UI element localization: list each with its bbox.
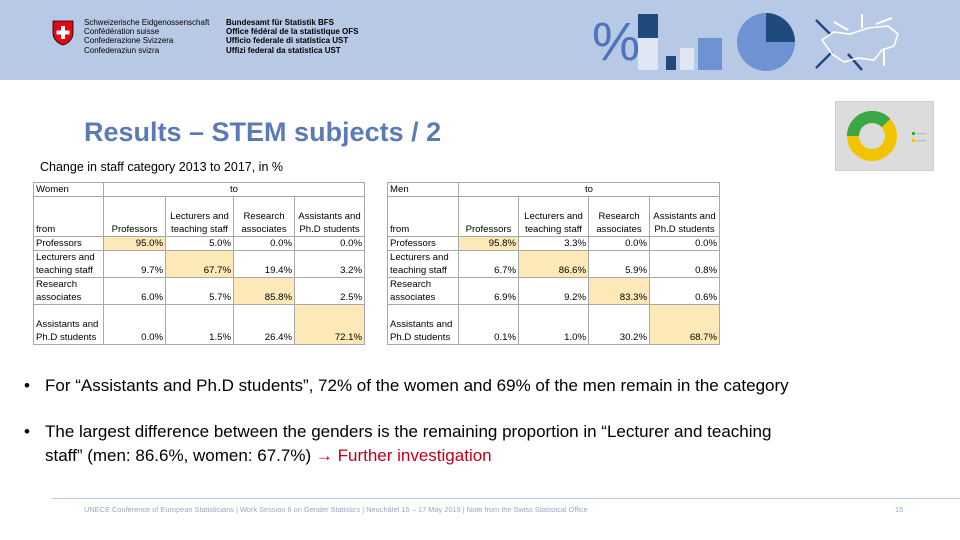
federation-names: Schweizerische Eidgenossenschaft Confédé… — [84, 18, 209, 55]
table-cell: 0.0% — [588, 236, 650, 251]
table-group-label: Men — [387, 182, 459, 197]
table-row: Professors 95.0% 5.0% 0.0% 0.0% — [33, 236, 366, 251]
column-header: Lecturers and teaching staff — [165, 196, 234, 237]
slide-title: Results – STEM subjects / 2 — [84, 117, 442, 147]
column-header: Lecturers and teaching staff — [518, 196, 589, 237]
women-transition-table: Women to from Professors Lecturers and t… — [33, 182, 366, 345]
bullet-text: For “Assistants and Ph.D students”, 72% … — [45, 376, 789, 395]
bullet-text-line: The largest difference between the gende… — [45, 422, 772, 441]
office-name-it: Ufficio federale di statistica UST — [226, 36, 349, 46]
table-cell: 67.7% — [165, 250, 234, 278]
table-cell: 0.0% — [103, 304, 166, 345]
swiss-crest-icon — [52, 20, 74, 46]
table-cell: 19.4% — [233, 250, 295, 278]
column-header: Assistants and Ph.D students — [293, 196, 366, 237]
table-cell: 5.7% — [165, 277, 234, 305]
bullet-text-part: staff” (men: 86.6%, women: 67.7%) — [45, 446, 312, 465]
row-label: Assistants and Ph.D students — [33, 304, 104, 345]
table-cell: 2.5% — [293, 277, 366, 305]
table-cell: 86.6% — [518, 250, 589, 278]
row-label: Research associates — [33, 277, 104, 305]
donut-chart-thumbnail — [835, 101, 934, 171]
row-label: Lecturers and teaching staff — [33, 250, 104, 278]
column-header: Research associates — [588, 196, 650, 237]
table-to-label: to — [457, 182, 721, 197]
table-cell: 95.0% — [103, 236, 166, 251]
table-row: Lecturers and teaching staff 6.7% 86.6% … — [387, 250, 721, 278]
table-from-label: from — [387, 196, 459, 237]
donut-chart-icon — [847, 111, 926, 161]
statistics-graphics-icon — [638, 13, 899, 71]
table-cell: 0.0% — [648, 236, 721, 251]
office-name-fr: Office fédéral de la statistique OFS — [226, 27, 359, 37]
bullet-point: • The largest difference between the gen… — [24, 420, 934, 468]
office-name-rm: Uffizi federal da statistica UST — [226, 45, 341, 55]
header-band: Schweizerische Eidgenossenschaft Confédé… — [0, 0, 960, 80]
row-label: Professors — [387, 236, 459, 251]
table-cell: 0.0% — [233, 236, 295, 251]
table-row: Lecturers and teaching staff 9.7% 67.7% … — [33, 250, 366, 278]
bullet-dot-icon: • — [24, 376, 30, 395]
office-names: Bundesamt für Statistik BFS Office fédér… — [226, 18, 358, 55]
table-row: Assistants and Ph.D students 0.1% 1.0% 3… — [387, 304, 721, 345]
table-cell: 72.1% — [293, 304, 366, 345]
table-cell: 0.8% — [648, 250, 721, 278]
slide-subtitle: Change in staff category 2013 to 2017, i… — [40, 160, 283, 174]
table-cell: 68.7% — [648, 304, 721, 345]
column-header: Professors — [458, 196, 519, 237]
table-cell: 6.9% — [458, 277, 519, 305]
table-row: Research associates 6.0% 5.7% 85.8% 2.5% — [33, 277, 366, 305]
table-row: Assistants and Ph.D students 0.0% 1.5% 2… — [33, 304, 366, 345]
further-investigation-label: Further investigation — [337, 446, 492, 465]
table-cell: 1.5% — [165, 304, 234, 345]
page-number: 15 — [895, 505, 904, 514]
row-label: Research associates — [387, 277, 459, 305]
bullet-text-line: staff” (men: 86.6%, women: 67.7%) → Furt… — [45, 444, 771, 468]
column-header: Assistants and Ph.D students — [648, 196, 721, 237]
bullet-text: The largest difference between the gende… — [45, 420, 771, 468]
table-cell: 26.4% — [233, 304, 295, 345]
table-cell: 5.9% — [588, 250, 650, 278]
table-cell: 3.3% — [518, 236, 589, 251]
column-header: Professors — [103, 196, 166, 237]
federation-name-it: Confederazione Svizzera — [84, 36, 174, 46]
table-cell: 0.1% — [458, 304, 519, 345]
table-group-label: Women — [33, 182, 104, 197]
column-header: Research associates — [233, 196, 295, 237]
row-label: Assistants and Ph.D students — [387, 304, 459, 345]
table-cell: 95.8% — [458, 236, 519, 251]
table-to-label: to — [102, 182, 366, 197]
table-cell: 9.7% — [103, 250, 166, 278]
table-cell: 5.0% — [165, 236, 234, 251]
arrow-right-icon: → — [315, 446, 333, 465]
table-cell: 6.0% — [103, 277, 166, 305]
percent-symbol: % — [592, 12, 641, 72]
federation-name-fr: Confédération suisse — [84, 27, 160, 37]
men-transition-table: Men to from Professors Lecturers and tea… — [387, 182, 721, 345]
footer-divider — [52, 498, 960, 499]
table-cell: 3.2% — [293, 250, 366, 278]
office-name-de: Bundesamt für Statistik BFS — [226, 18, 335, 27]
table-cell: 0.6% — [648, 277, 721, 305]
federation-name-rm: Confederaziun svizra — [84, 45, 160, 55]
table-cell: 83.3% — [588, 277, 650, 305]
footer-text: UNECE Conference of European Statisticia… — [84, 505, 588, 514]
table-row: Professors 95.8% 3.3% 0.0% 0.0% — [387, 236, 721, 251]
table-cell: 6.7% — [458, 250, 519, 278]
row-label: Lecturers and teaching staff — [387, 250, 459, 278]
table-cell: 1.0% — [518, 304, 589, 345]
table-from-label: from — [33, 196, 104, 237]
table-cell: 9.2% — [518, 277, 589, 305]
bullet-point: • For “Assistants and Ph.D students”, 72… — [24, 374, 934, 398]
table-cell: 30.2% — [588, 304, 650, 345]
table-cell: 85.8% — [233, 277, 295, 305]
bullet-dot-icon: • — [24, 422, 30, 441]
table-row: Research associates 6.9% 9.2% 83.3% 0.6% — [387, 277, 721, 305]
federation-name-de: Schweizerische Eidgenossenschaft — [84, 18, 210, 27]
row-label: Professors — [33, 236, 104, 251]
table-cell: 0.0% — [293, 236, 366, 251]
